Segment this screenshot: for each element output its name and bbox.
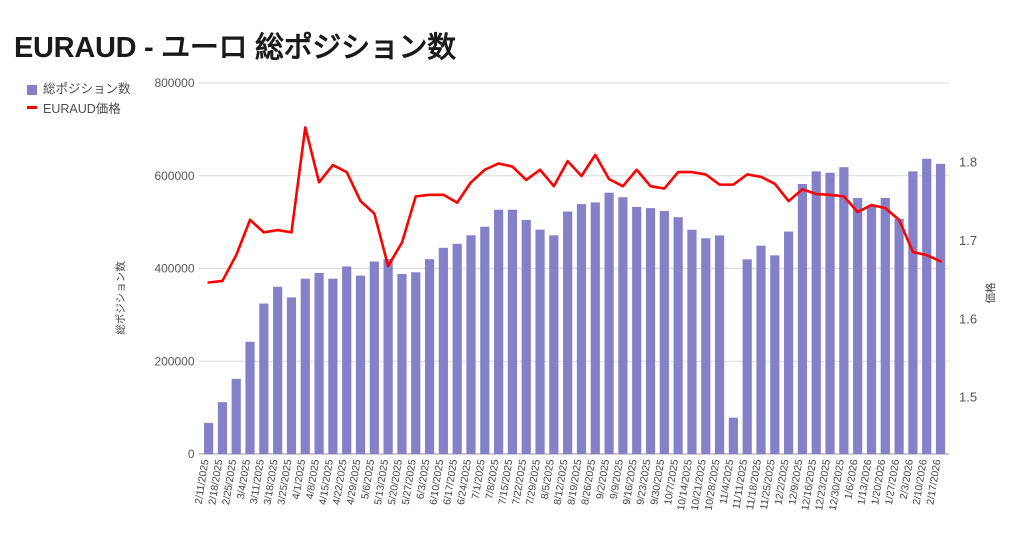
svg-text:1.7: 1.7 (959, 233, 977, 248)
svg-text:1.5: 1.5 (959, 390, 977, 405)
svg-text:総ポジション数: 総ポジション数 (114, 261, 127, 335)
svg-text:200000: 200000 (154, 354, 194, 368)
svg-text:600000: 600000 (154, 169, 194, 183)
svg-text:400000: 400000 (154, 262, 194, 276)
svg-text:1.8: 1.8 (959, 155, 977, 170)
svg-text:価格: 価格 (984, 282, 997, 303)
svg-text:800000: 800000 (154, 76, 194, 90)
svg-text:0: 0 (188, 447, 195, 461)
svg-text:1.6: 1.6 (959, 311, 977, 326)
